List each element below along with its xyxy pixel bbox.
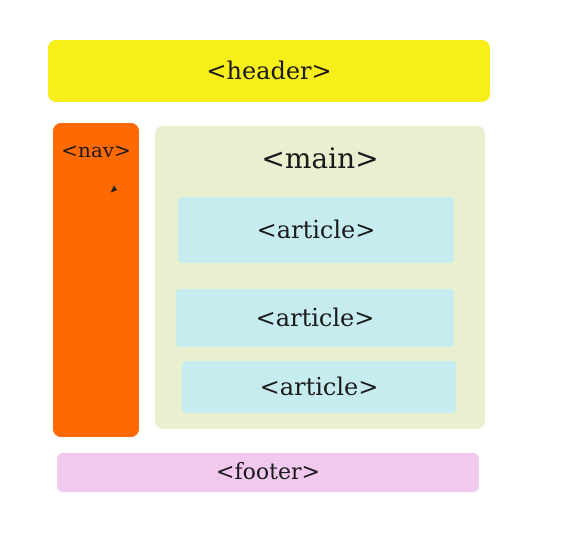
article-block-3: <article> bbox=[182, 361, 456, 413]
header-block: <header> bbox=[48, 40, 490, 102]
nav-label: <nav> bbox=[61, 138, 131, 162]
nav-block: <nav> bbox=[53, 123, 139, 437]
footer-block: <footer> bbox=[57, 453, 479, 492]
footer-label: <footer> bbox=[216, 460, 320, 485]
article-label: <article> bbox=[259, 373, 379, 401]
article-block-1: <article> bbox=[178, 197, 454, 263]
header-label: <header> bbox=[206, 57, 332, 85]
article-label: <article> bbox=[255, 304, 375, 332]
article-block-2: <article> bbox=[176, 289, 454, 347]
main-label: <main> bbox=[261, 142, 379, 175]
article-label: <article> bbox=[256, 216, 376, 244]
